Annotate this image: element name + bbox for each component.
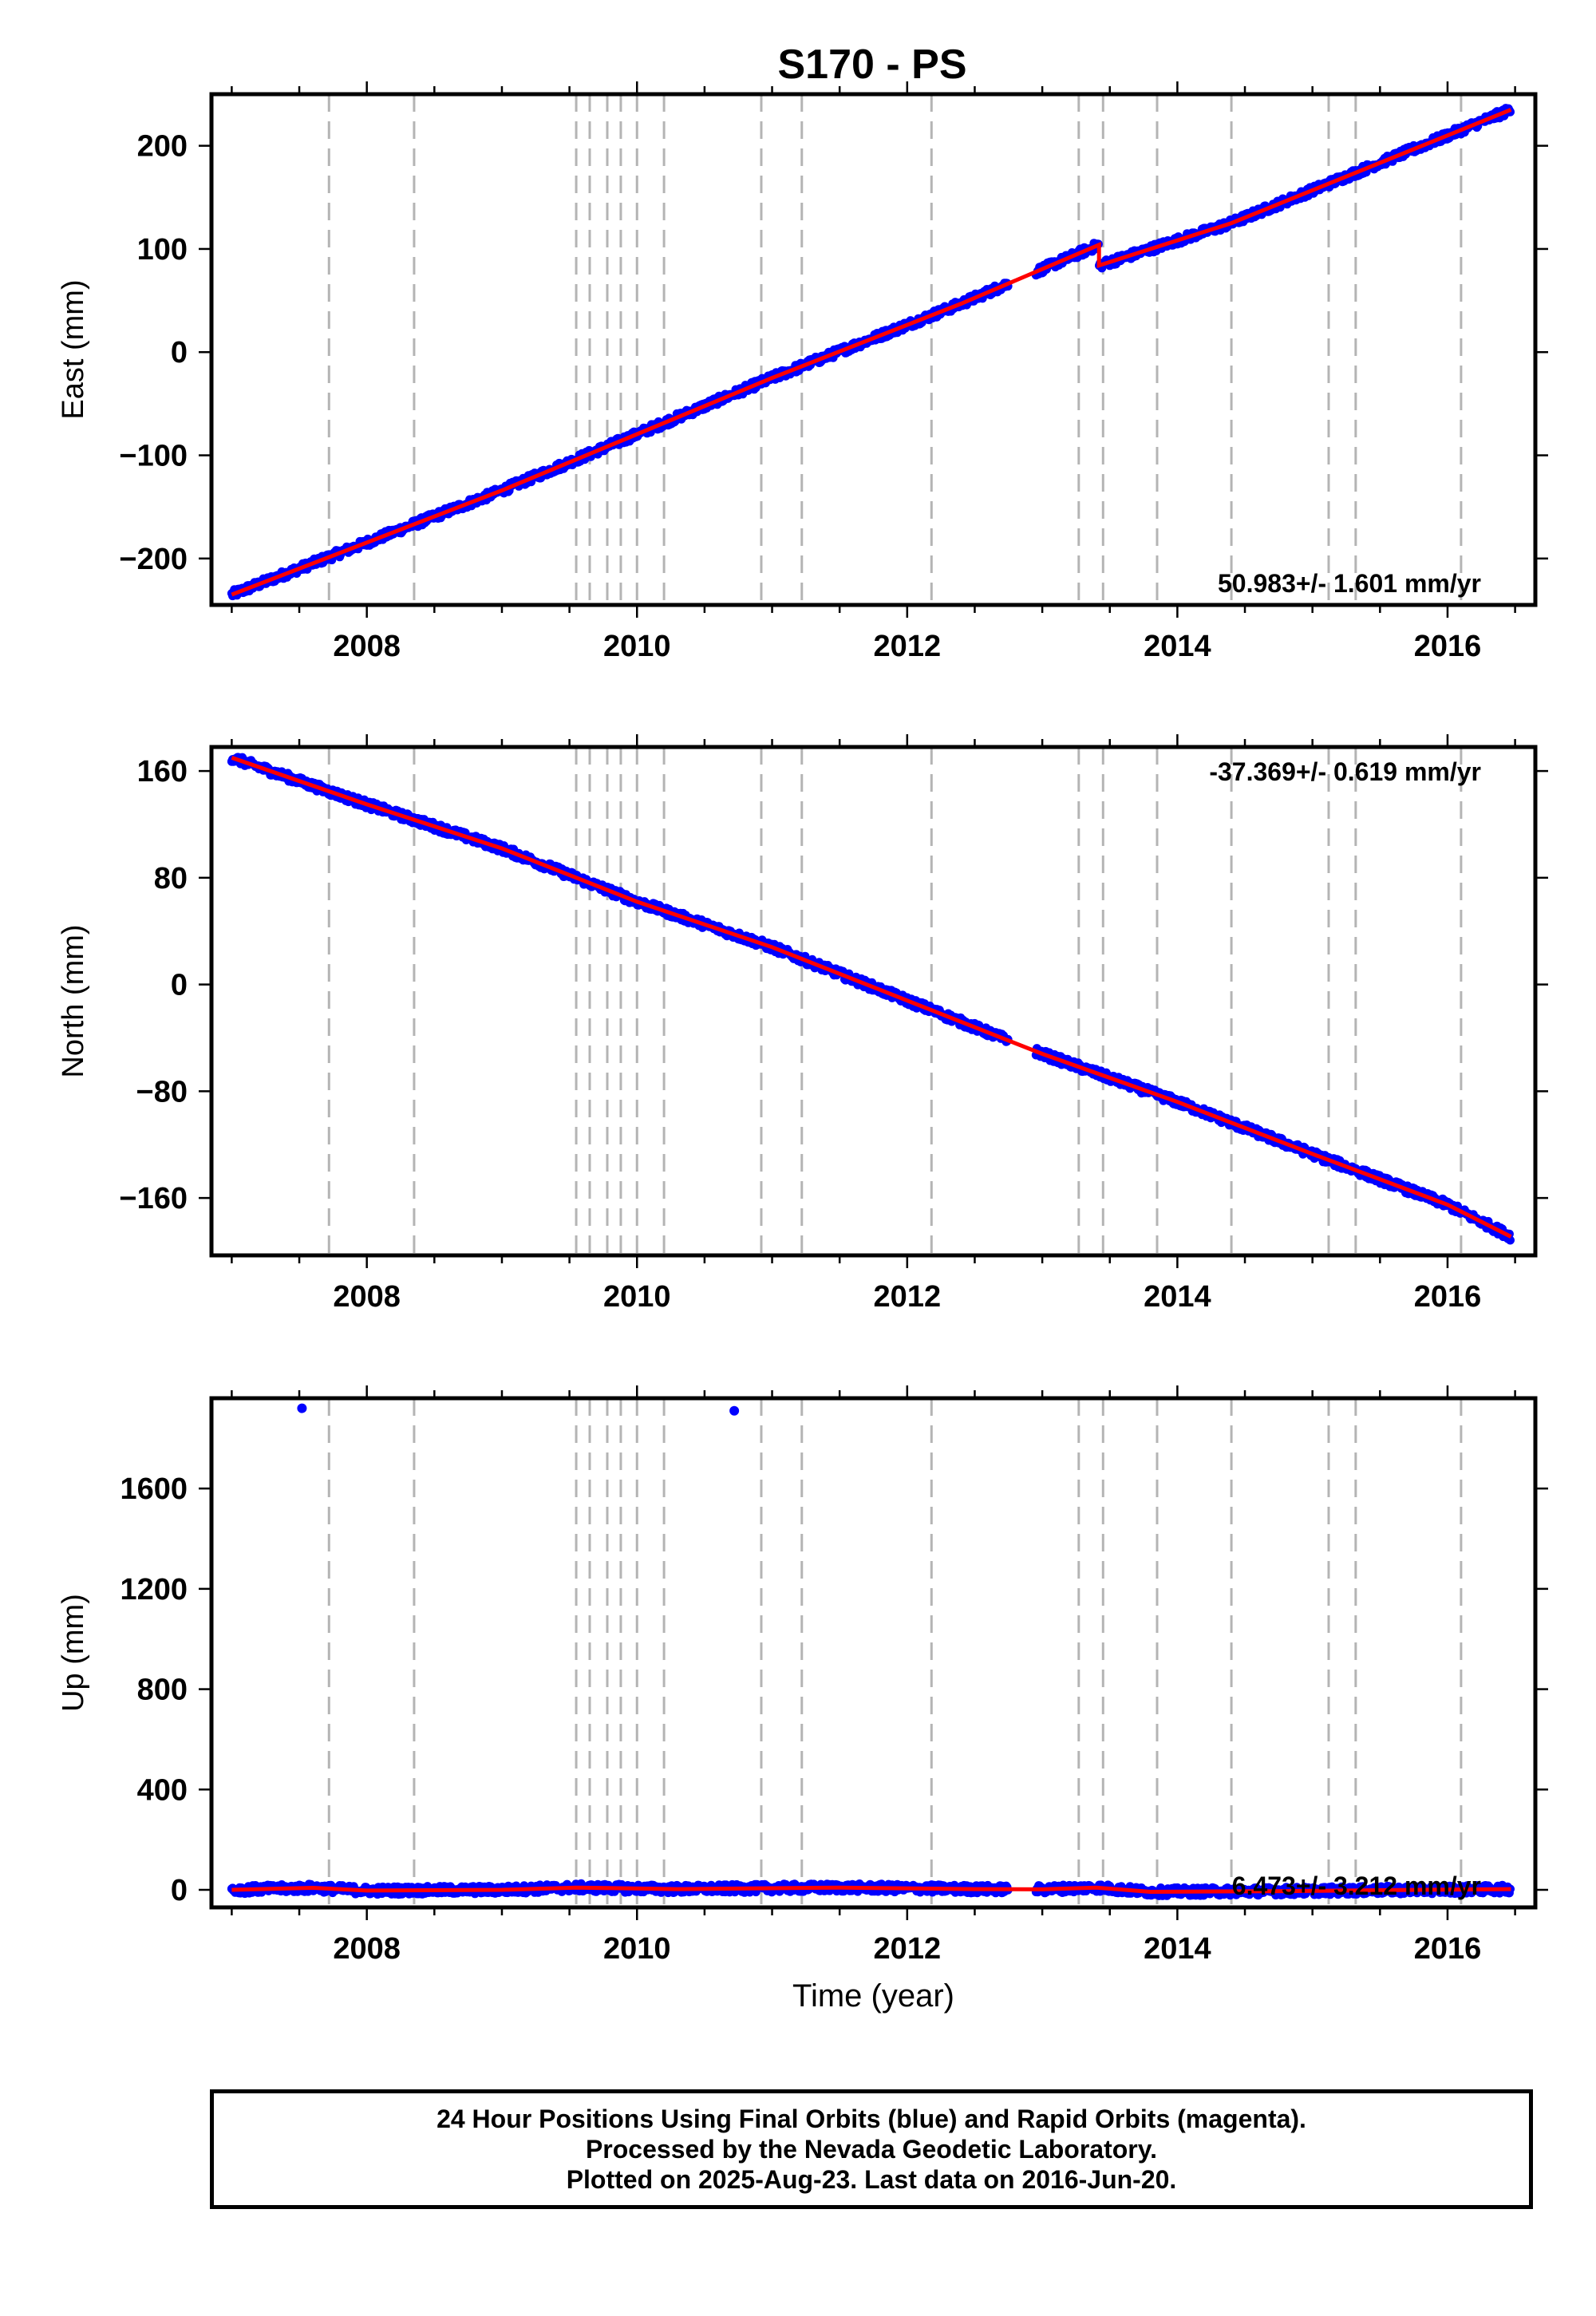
rate-label: 50.983+/- 1.601 mm/yr — [1218, 569, 1481, 598]
y-tick-label: 0 — [171, 969, 188, 1002]
y-tick-label: 800 — [137, 1674, 188, 1707]
plot-frame — [209, 745, 1538, 1258]
y-tick-label: 1600 — [120, 1472, 188, 1506]
x-tick-label: 2016 — [1414, 630, 1482, 663]
x-tick-label: 2010 — [603, 1280, 671, 1314]
y-tick-label: 200 — [137, 130, 188, 164]
outlier-point — [729, 1405, 740, 1416]
fit-line — [231, 756, 1512, 1239]
data-point — [1506, 1235, 1515, 1245]
panel-east: 2008 2010 2012 2014 2016 −200 −100 0 100 200 East … — [57, 81, 1548, 663]
x-tick-label: 2008 — [333, 1280, 401, 1314]
x-tick-label: 2010 — [603, 630, 671, 663]
y-tick-label: −160 — [119, 1182, 188, 1215]
fit-line — [231, 1885, 1511, 1895]
y-tick-label: 100 — [137, 233, 188, 267]
x-tick-label: 2014 — [1144, 1280, 1211, 1314]
panel-up: 2008 2010 2012 2014 2016 0 400 800 1200 1600 Up (m… — [57, 1385, 1548, 2014]
footer-box: 24 Hour Positions Using Final Orbits (bl… — [210, 2089, 1533, 2209]
y-tick-label: 160 — [137, 755, 188, 788]
x-tick-label: 2012 — [874, 1932, 942, 1966]
plot-frame — [209, 1396, 1538, 1910]
x-tick-label: 2008 — [333, 630, 401, 663]
footer-line-3: Plotted on 2025-Aug-23. Last data on 201… — [566, 2165, 1177, 2194]
chart-title: S170 - PS — [777, 41, 966, 88]
y-axis-label: North (mm) — [57, 924, 90, 1077]
y-tick-label: −200 — [119, 543, 188, 576]
y-tick-label: 80 — [154, 862, 188, 895]
x-axis-label: Time (year) — [792, 1978, 954, 2014]
outlier-point — [297, 1403, 307, 1413]
plot-frame — [209, 92, 1538, 607]
y-tick-label: 1200 — [120, 1573, 188, 1607]
x-tick-label: 2012 — [874, 1280, 942, 1314]
y-axis-label: East (mm) — [57, 279, 90, 419]
x-tick-label: 2008 — [333, 1932, 401, 1966]
y-tick-label: 0 — [171, 336, 188, 370]
y-tick-label: −80 — [136, 1075, 188, 1109]
y-axis-label: Up (mm) — [57, 1594, 90, 1712]
footer-line-1: 24 Hour Positions Using Final Orbits (bl… — [437, 2105, 1306, 2133]
y-tick-label: 400 — [137, 1773, 188, 1807]
x-tick-label: 2012 — [874, 630, 942, 663]
footer-line-2: Processed by the Nevada Geodetic Laborat… — [585, 2135, 1158, 2164]
x-tick-label: 2016 — [1414, 1932, 1482, 1966]
y-tick-label: −100 — [119, 440, 188, 473]
x-tick-label: 2016 — [1414, 1280, 1482, 1314]
x-tick-label: 2014 — [1144, 1932, 1211, 1966]
panel-north: 2008 2010 2012 2014 2016 −160 −80 0 80 160 North (… — [57, 734, 1548, 1314]
y-tick-label: 0 — [171, 1874, 188, 1907]
x-tick-label: 2014 — [1144, 630, 1211, 663]
rate-label: 6.473+/- 3.212 mm/yr — [1232, 1871, 1481, 1900]
rate-label: -37.369+/- 0.619 mm/yr — [1209, 757, 1481, 786]
x-tick-label: 2010 — [603, 1932, 671, 1966]
fit-line — [231, 108, 1512, 597]
time-series-chart: S170 - PS 2008 2010 2012 2014 2016 −200 −100 0 1… — [57, 41, 1548, 2014]
